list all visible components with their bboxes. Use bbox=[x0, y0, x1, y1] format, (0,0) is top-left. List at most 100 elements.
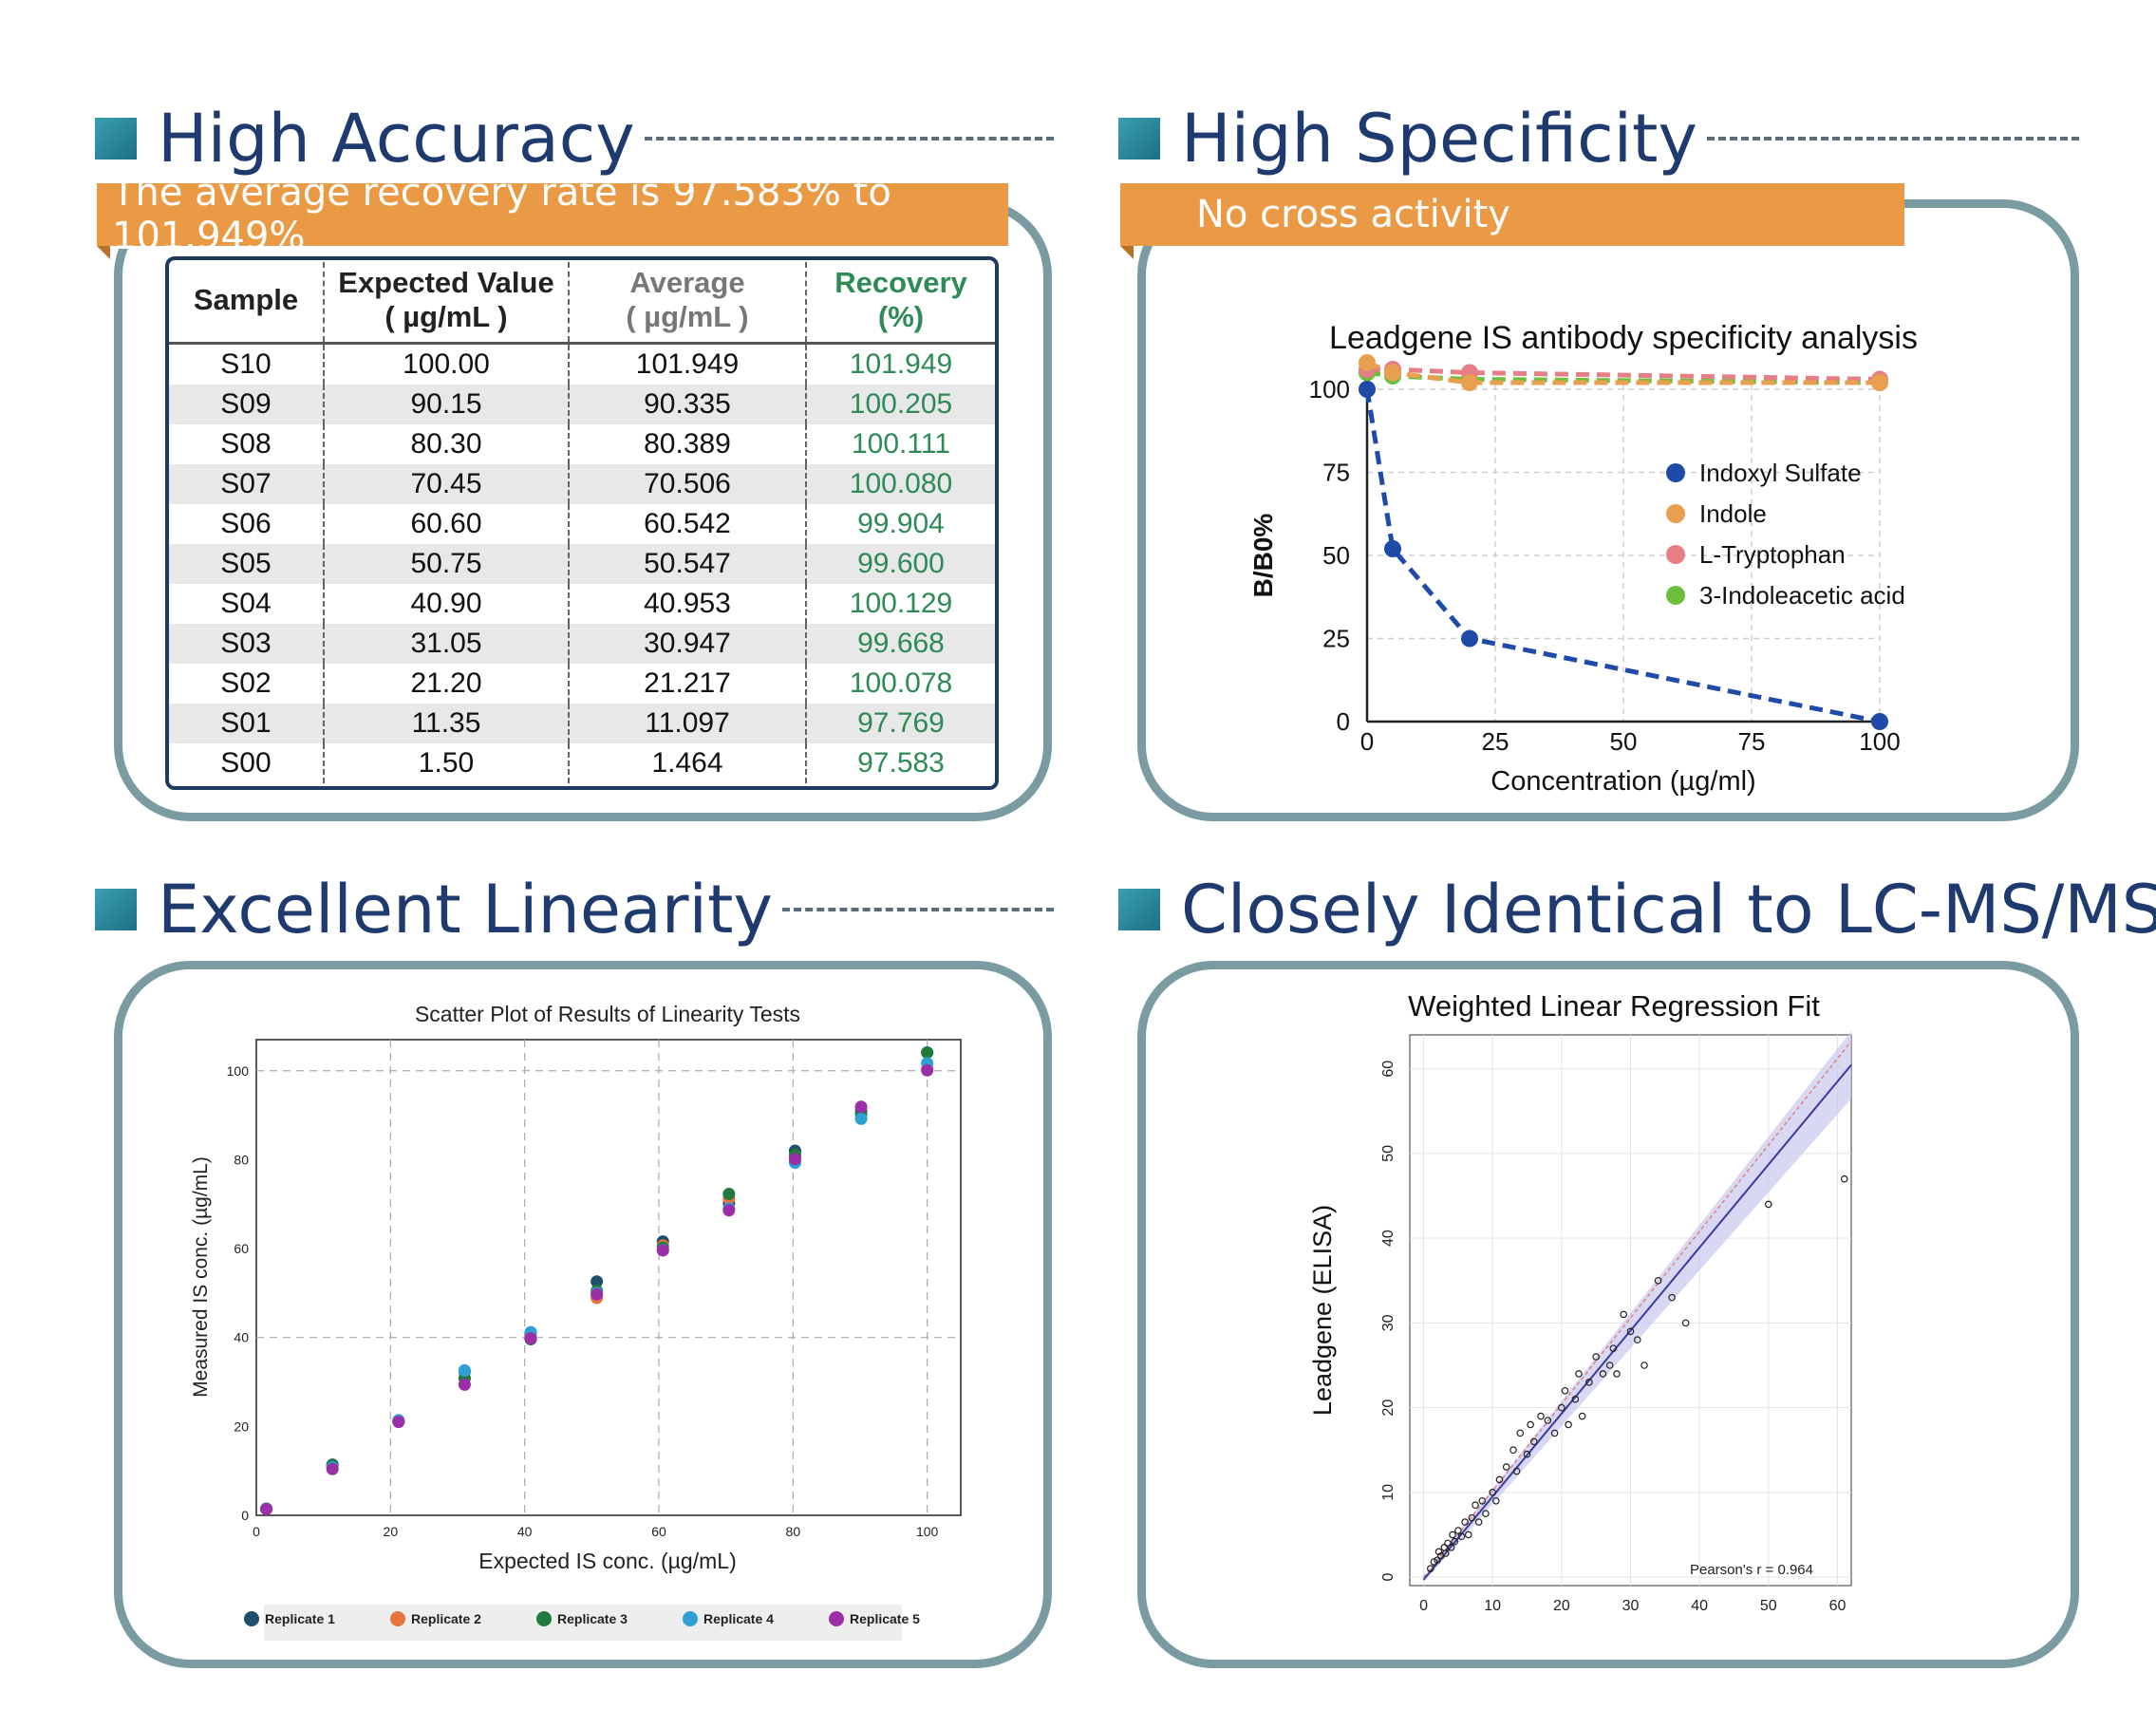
y-tick-label: 20 bbox=[1380, 1399, 1397, 1417]
header-line: Average bbox=[629, 266, 745, 299]
data-point bbox=[1537, 1412, 1545, 1420]
average-cell: 70.506 bbox=[568, 464, 806, 504]
legend-marker bbox=[683, 1611, 698, 1626]
title-dashed-rule bbox=[644, 137, 1054, 141]
y-tick-label: 0 bbox=[1380, 1573, 1397, 1582]
recovery-cell: 100.129 bbox=[805, 584, 995, 624]
banner-text: No cross activity bbox=[1196, 193, 1510, 236]
legend-label: Replicate 3 bbox=[557, 1611, 628, 1626]
data-point bbox=[1516, 1429, 1525, 1437]
table-row: S00 1.50 1.464 97.583 bbox=[169, 743, 995, 783]
average-cell: 40.953 bbox=[568, 584, 806, 624]
x-tick-label: 60 bbox=[1829, 1598, 1847, 1614]
data-point bbox=[1654, 1276, 1662, 1285]
data-point bbox=[1571, 1395, 1580, 1403]
y-tick-label: 50 bbox=[1380, 1145, 1397, 1162]
recovery-cell: 97.583 bbox=[805, 743, 995, 783]
data-point bbox=[1626, 1327, 1635, 1336]
x-tick-label: 50 bbox=[1610, 727, 1638, 756]
y-tick-label: 10 bbox=[1380, 1484, 1397, 1501]
data-point bbox=[1605, 1362, 1614, 1369]
title-dashed-rule bbox=[781, 908, 1054, 911]
legend-marker bbox=[536, 1611, 552, 1626]
legend-label: Indole bbox=[1699, 499, 1767, 528]
expected-cell: 1.50 bbox=[323, 743, 569, 783]
table-header-row: Sample Expected Value ( µg/mL ) Average … bbox=[169, 262, 995, 345]
table-row: S02 21.20 21.217 100.078 bbox=[169, 664, 995, 704]
y-tick-label: 0 bbox=[241, 1508, 249, 1523]
section-title-lcms: Closely Identical to LC-MS/MS bbox=[1118, 871, 2156, 949]
data-point bbox=[1640, 1362, 1648, 1369]
legend-label: Indoxyl Sulfate bbox=[1699, 459, 1862, 487]
series-line-2 bbox=[1367, 366, 1881, 382]
data-point bbox=[1384, 540, 1401, 557]
table-row: S10 100.00 101.949 101.949 bbox=[169, 343, 995, 385]
data-point bbox=[1558, 1403, 1565, 1412]
expected-cell: 80.30 bbox=[323, 424, 569, 464]
recovery-cell: 100.205 bbox=[805, 385, 995, 424]
data-point bbox=[1668, 1293, 1676, 1302]
data-point bbox=[1489, 1489, 1496, 1496]
sample-cell: S03 bbox=[169, 624, 324, 664]
data-point bbox=[1461, 1518, 1469, 1526]
data-point bbox=[1550, 1429, 1559, 1437]
chart-title: Weighted Linear Regression Fit bbox=[1408, 989, 1820, 1023]
data-point bbox=[1454, 1527, 1462, 1534]
data-point bbox=[1633, 1336, 1641, 1344]
legend-marker bbox=[829, 1611, 844, 1626]
y-tick-label: 40 bbox=[1380, 1230, 1397, 1247]
linearity-chart: Scatter Plot of Results of Linearity Tes… bbox=[190, 1002, 962, 1641]
data-point bbox=[392, 1416, 405, 1429]
title-dashed-rule bbox=[1706, 137, 2079, 141]
sample-cell: S01 bbox=[169, 704, 324, 743]
expected-cell: 100.00 bbox=[323, 343, 569, 385]
table-body: S10 100.00 101.949 101.949 S09 90.15 90.335 100… bbox=[169, 343, 995, 783]
header-line: ( µg/mL ) bbox=[384, 300, 508, 333]
legend-marker bbox=[390, 1611, 405, 1626]
data-point bbox=[1840, 1174, 1848, 1183]
data-point bbox=[722, 1187, 736, 1200]
series-line-0 bbox=[1364, 388, 1881, 724]
series-line-1 bbox=[1366, 360, 1880, 385]
chart-title: Scatter Plot of Results of Linearity Tes… bbox=[415, 1002, 800, 1026]
data-point bbox=[1681, 1319, 1690, 1327]
x-tick-label: 40 bbox=[1691, 1598, 1708, 1614]
expected-cell: 11.35 bbox=[323, 704, 569, 743]
legend-label: Replicate 1 bbox=[265, 1611, 335, 1626]
expected-cell: 21.20 bbox=[323, 664, 569, 704]
regression-chart: Weighted Linear Regression Fit 0 10 20 30 40 5… bbox=[1308, 989, 1852, 1614]
data-point bbox=[1495, 1475, 1504, 1484]
sample-cell: S04 bbox=[220, 588, 272, 619]
average-cell: 21.217 bbox=[568, 664, 806, 704]
section-title-text: High Accuracy bbox=[158, 100, 635, 178]
table-row: S01 11.35 11.097 97.769 bbox=[169, 704, 995, 743]
data-point bbox=[458, 1363, 471, 1377]
data-point bbox=[1585, 1379, 1593, 1386]
data-point bbox=[1599, 1370, 1607, 1378]
title-square-icon bbox=[95, 889, 137, 930]
x-tick-label: 75 bbox=[1738, 727, 1766, 756]
data-point bbox=[1468, 1513, 1476, 1522]
x-axis-label: Concentration (µg/ml) bbox=[1490, 766, 1755, 797]
y-tick-label: 40 bbox=[234, 1330, 249, 1345]
data-point bbox=[1620, 1310, 1628, 1319]
expected-cell: 70.45 bbox=[323, 464, 569, 504]
data-point bbox=[458, 1378, 471, 1391]
header-line: ( µg/mL ) bbox=[626, 300, 749, 333]
sample-cell: S10 bbox=[220, 348, 272, 380]
data-point bbox=[1461, 629, 1478, 648]
data-point bbox=[1509, 1446, 1517, 1455]
sample-cell: S09 bbox=[169, 385, 324, 424]
legend-background bbox=[264, 1605, 902, 1641]
data-point bbox=[1359, 354, 1376, 371]
table-row: S09 90.15 90.335 100.205 bbox=[169, 385, 995, 424]
recovery-cell: 100.078 bbox=[805, 664, 995, 704]
average-cell: 90.335 bbox=[568, 385, 806, 424]
y-tick-label: 30 bbox=[1380, 1314, 1397, 1331]
recovery-cell: 101.949 bbox=[805, 343, 995, 385]
x-axis-label: Expected IS conc. (µg/mL) bbox=[478, 1549, 736, 1573]
section-title-accuracy: High Accuracy bbox=[95, 100, 1054, 178]
y-tick-label: 25 bbox=[1322, 625, 1350, 653]
banner-text: The average recovery rate is 97.583% to … bbox=[112, 171, 891, 258]
table-row: S06 60.60 60.542 99.904 bbox=[169, 504, 995, 544]
